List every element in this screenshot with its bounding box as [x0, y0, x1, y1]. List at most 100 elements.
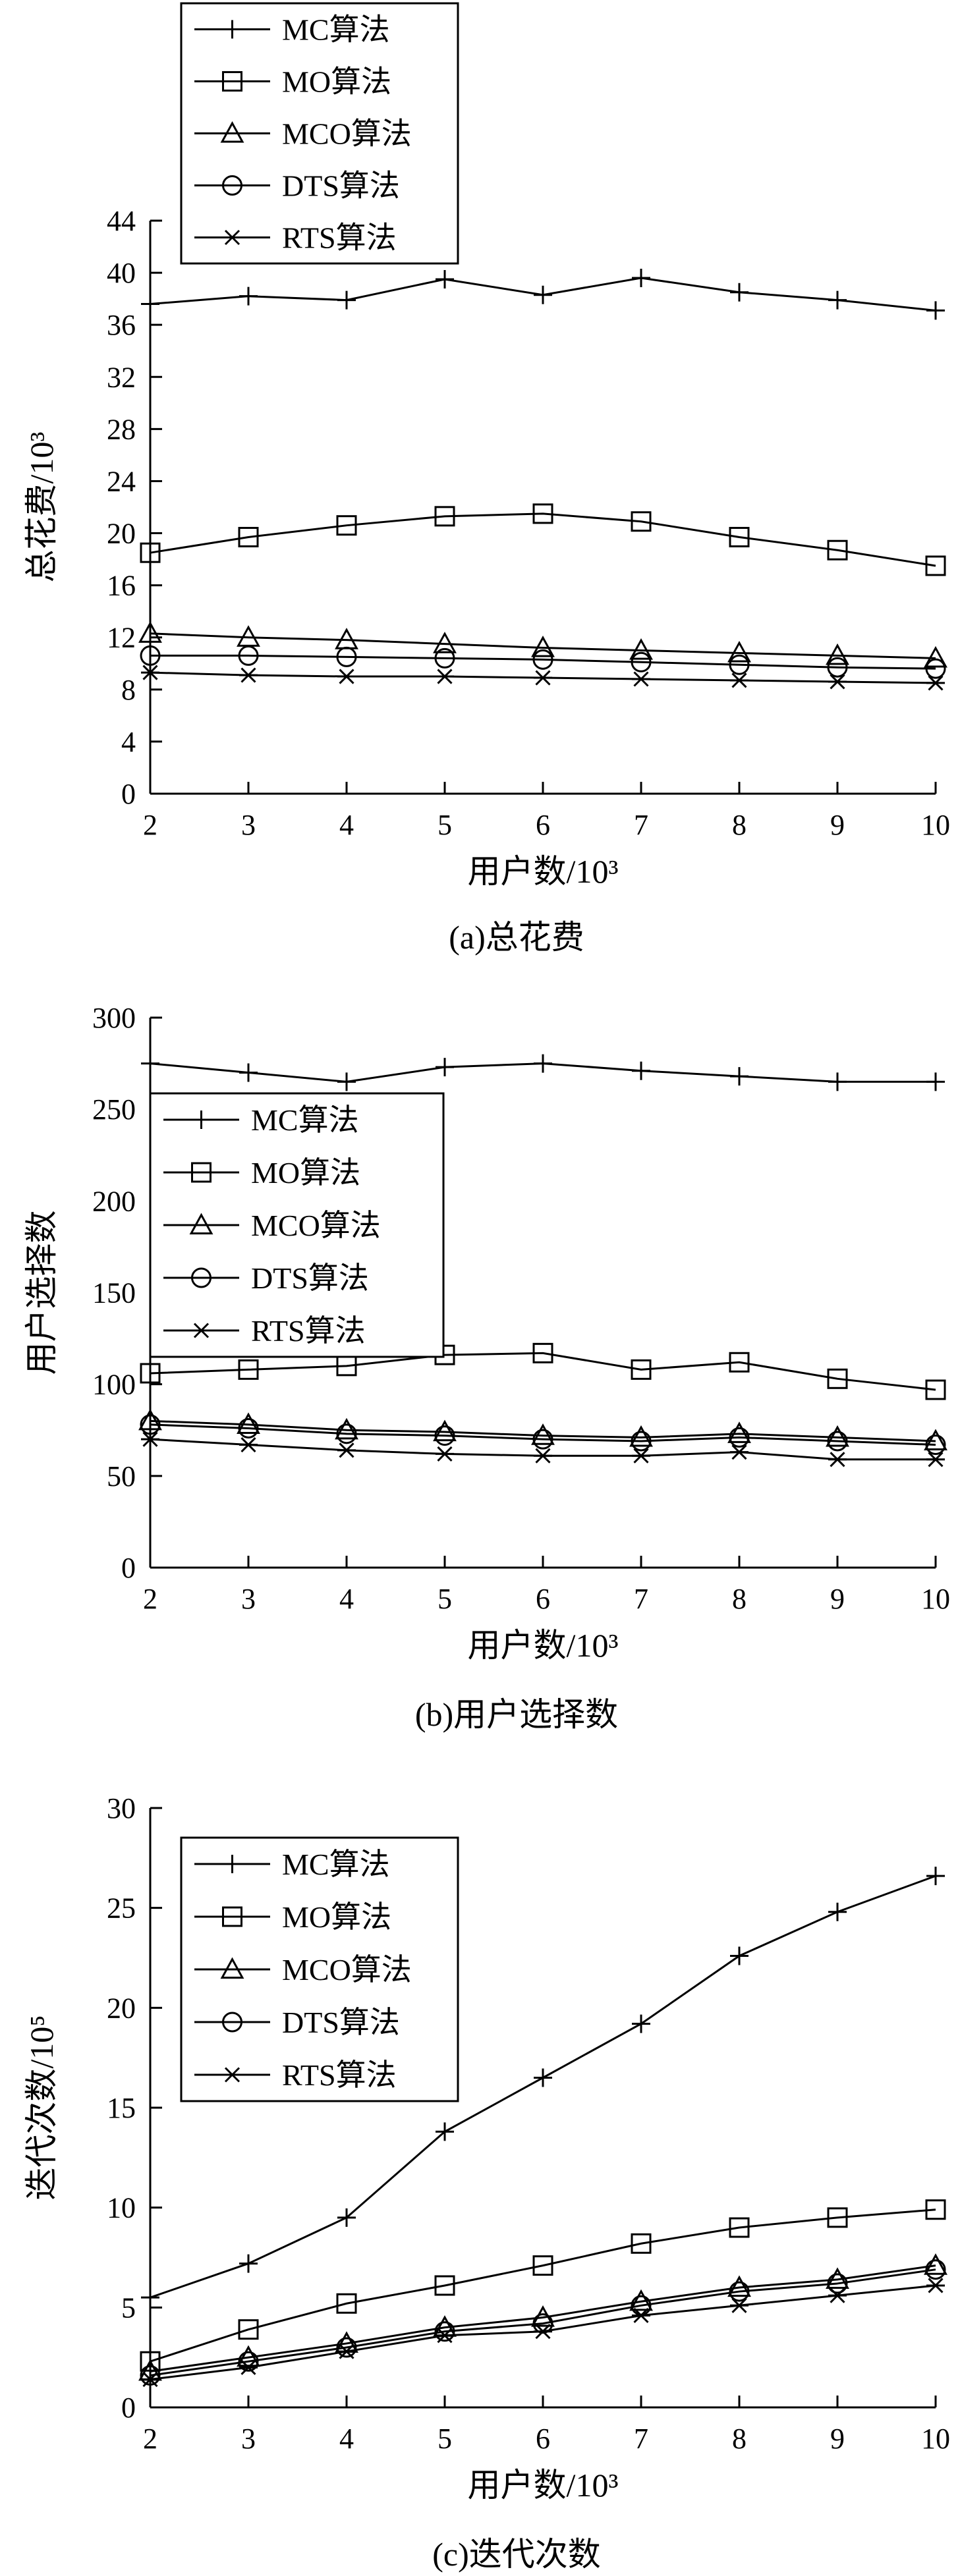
marker-circle: [222, 175, 242, 196]
legend-label: MO算法: [251, 1156, 360, 1190]
series-triangle: [138, 1408, 947, 1451]
marker-plus: [730, 1946, 748, 1965]
series-line: [150, 1419, 936, 1442]
marker-asterisk: [534, 670, 552, 686]
marker-triangle: [826, 2267, 849, 2289]
series-square: [140, 503, 946, 576]
chart-caption: (b)用户选择数: [415, 1696, 618, 1733]
marker-square: [631, 1359, 652, 1380]
series-line: [150, 2268, 936, 2376]
series-line: [150, 1423, 936, 1446]
y-tick-label: 250: [92, 1093, 136, 1126]
marker-circle: [925, 658, 946, 679]
series-line: [150, 2264, 936, 2372]
legend: MC算法 MO算法 MCO算法 DTS算法 RTS算法: [149, 1092, 445, 1358]
marker-asterisk: [730, 2297, 748, 2313]
y-tick-label: 300: [92, 1002, 136, 1034]
marker-square: [222, 1906, 242, 1927]
marker-square: [827, 539, 848, 561]
marker-square: [238, 1359, 259, 1380]
marker-asterisk: [436, 2328, 454, 2343]
series-square: [140, 1342, 946, 1400]
marker-square: [336, 515, 357, 536]
x-tick-label: 10: [921, 2423, 950, 2455]
marker-square: [532, 503, 553, 524]
x-tick-label: 8: [732, 2423, 747, 2455]
marker-triangle: [629, 638, 653, 660]
marker-plus: [534, 1054, 552, 1073]
marker-triangle: [220, 121, 244, 143]
marker-asterisk: [926, 1452, 945, 1467]
marker-circle: [222, 2012, 242, 2033]
legend-label: MCO算法: [282, 117, 412, 151]
marker-square: [729, 526, 750, 547]
y-tick-label: 28: [107, 413, 136, 445]
x-tick-label: 6: [536, 1583, 550, 1615]
marker-asterisk: [926, 2278, 945, 2293]
marker-asterisk: [730, 672, 748, 688]
marker-plus: [141, 1054, 159, 1073]
y-tick-label: 5: [121, 2291, 136, 2324]
marker-circle: [729, 2281, 750, 2302]
marker-triangle: [189, 1213, 213, 1235]
legend-label: MCO算法: [282, 1953, 412, 1987]
marker-square: [140, 542, 161, 563]
marker-square: [925, 555, 946, 576]
marker-square: [532, 1342, 553, 1363]
x-tick-label: 8: [732, 1583, 747, 1615]
y-axis-title: 迭代次数/10⁵: [23, 2015, 60, 2200]
marker-circle: [631, 651, 652, 672]
marker-triangle: [138, 621, 162, 643]
series-circle: [140, 1414, 946, 1456]
legend: MC算法 MO算法 MCO算法 DTS算法 RTS算法: [180, 1836, 459, 2102]
marker-square: [631, 2233, 652, 2254]
marker-plus: [828, 1072, 847, 1091]
y-tick-label: 16: [107, 570, 136, 602]
x-tick-label: 7: [634, 1583, 648, 1615]
marker-circle: [434, 1425, 455, 1446]
chart-user-selection: 0 50 100 150 200 250 300 2 3 4 5 6 7 8 9 10 用户数/10³ 用户选择数…: [23, 1002, 950, 1733]
y-tick-label: 30: [107, 1792, 136, 1824]
x-tick-label: 7: [634, 2423, 648, 2455]
marker-asterisk: [534, 1448, 552, 1464]
marker-circle: [238, 1417, 259, 1439]
marker-circle: [336, 646, 357, 667]
series-line: [150, 2208, 936, 2363]
marker-plus: [337, 2208, 356, 2227]
marker-asterisk: [337, 1442, 356, 1458]
marker-asterisk: [828, 674, 847, 690]
marker-circle: [925, 2259, 946, 2280]
x-tick-label: 10: [921, 1583, 950, 1615]
marker-plus: [239, 1063, 258, 1082]
y-tick-label: 50: [107, 1460, 136, 1493]
marker-plus: [926, 1072, 945, 1091]
legend-label: MC算法: [282, 1848, 390, 1881]
marker-asterisk: [632, 1448, 650, 1464]
legend-label: MCO算法: [251, 1209, 381, 1242]
x-tick-label: 4: [339, 2423, 354, 2455]
marker-square: [729, 2217, 750, 2238]
series-line: [150, 632, 936, 659]
marker-triangle: [826, 1425, 849, 1447]
x-tick-label: 9: [830, 1583, 845, 1615]
chart-total-cost: 0 4 8 12 16 20 24 28 32 36 40 44 2 3 4 5 6 7 8 9 10 用户数/10³ 总花…: [23, 2, 950, 956]
marker-circle: [140, 1414, 161, 1435]
marker-circle: [532, 1429, 553, 1450]
marker-square: [238, 526, 259, 547]
x-tick-label: 2: [143, 2423, 157, 2455]
y-tick-label: 12: [107, 622, 136, 654]
marker-triangle: [138, 1408, 162, 1431]
y-tick-label: 150: [92, 1277, 136, 1309]
x-tick-label: 2: [143, 1583, 157, 1615]
series-line: [150, 654, 936, 670]
marker-square: [191, 1162, 212, 1183]
marker-plus: [926, 1867, 945, 1886]
x-axis-title: 用户数/10³: [468, 2467, 619, 2504]
legend-label: RTS算法: [282, 2058, 397, 2092]
marker-circle: [140, 2365, 161, 2386]
marker-asterisk: [828, 2288, 847, 2303]
marker-square: [631, 511, 652, 532]
series-line: [150, 512, 936, 567]
x-tick-label: 5: [438, 809, 452, 841]
